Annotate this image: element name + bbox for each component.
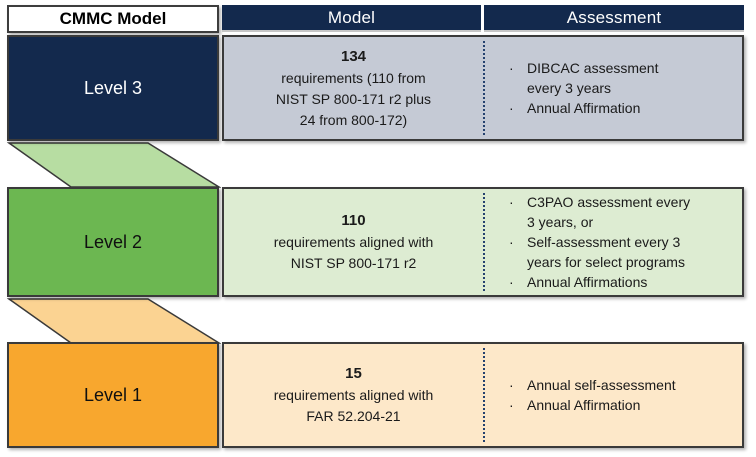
level3-requirements-desc: requirements (110 from NIST SP 800-171 r… xyxy=(275,69,432,128)
level2-label-box: Level 2 xyxy=(7,187,219,297)
level2-model-cell: 110 requirements aligned with NIST SP 80… xyxy=(224,189,483,295)
bullet-text: DIBCAC assessment every 3 years xyxy=(527,60,659,96)
level1-label-box: Level 1 xyxy=(7,342,219,448)
dotted-divider xyxy=(483,41,485,135)
level2-requirements-desc: requirements aligned with NIST SP 800-17… xyxy=(273,234,434,271)
list-item: · Annual Affirmation xyxy=(509,98,734,118)
level1-label: Level 1 xyxy=(83,384,143,405)
bullet-icon: · xyxy=(509,234,514,250)
bullet-text: Self-assessment every 3 years for select… xyxy=(527,234,685,270)
level1-assessment-cell: · Annual self-assessment · Annual Affirm… xyxy=(483,344,742,446)
level2-requirements-count: 110 xyxy=(341,212,366,229)
level3-assessment-cell: · DIBCAC assessment every 3 years · Annu… xyxy=(483,37,742,139)
cmmc-model-header-label: CMMC Model xyxy=(59,9,167,28)
level3-model-cell: 134 requirements (110 from NIST SP 800-1… xyxy=(224,37,483,139)
list-item: · Annual Affirmations xyxy=(509,272,734,292)
bullet-icon: · xyxy=(509,377,514,393)
level1-requirements-count: 15 xyxy=(345,365,362,382)
list-item: · Self-assessment every 3 years for sele… xyxy=(509,232,734,272)
model-column-header: Model xyxy=(222,5,481,30)
level1-row-box: 15 requirements aligned with FAR 52.204-… xyxy=(222,342,744,448)
bullet-text: Annual Affirmation xyxy=(527,397,641,413)
level3-label-box: Level 3 xyxy=(7,35,219,141)
level1-requirements-desc: requirements aligned with FAR 52.204-21 xyxy=(273,387,434,424)
orange-parallelogram xyxy=(7,298,221,344)
level2-row-box: 110 requirements aligned with NIST SP 80… xyxy=(222,187,744,297)
bullet-icon: · xyxy=(509,60,514,76)
assessment-column-header-label: Assessment xyxy=(566,7,662,27)
level2-label: Level 2 xyxy=(83,231,143,252)
level1-model-cell: 15 requirements aligned with FAR 52.204-… xyxy=(224,344,483,446)
cmmc-model-header-box: CMMC Model xyxy=(7,5,219,33)
list-item: · Annual self-assessment xyxy=(509,375,734,395)
level2-assessment-cell: · C3PAO assessment every 3 years, or · S… xyxy=(483,189,742,295)
assessment-column-header: Assessment xyxy=(484,5,744,30)
bullet-icon: · xyxy=(509,100,514,116)
level3-requirements-count: 134 xyxy=(340,47,367,65)
level2-to-level1-connector xyxy=(7,298,221,344)
list-item: · C3PAO assessment every 3 years, or xyxy=(509,192,734,232)
list-item: · DIBCAC assessment every 3 years xyxy=(509,58,734,98)
model-column-header-label: Model xyxy=(327,7,376,27)
level3-row-box: 134 requirements (110 from NIST SP 800-1… xyxy=(222,35,744,141)
bullet-icon: · xyxy=(509,397,514,413)
bullet-text: Annual Affirmation xyxy=(527,100,641,116)
green-parallelogram xyxy=(7,142,221,188)
level3-to-level2-connector xyxy=(7,142,221,188)
level3-label: Level 3 xyxy=(83,77,143,98)
bullet-text: C3PAO assessment every 3 years, or xyxy=(527,194,691,230)
bullet-text: Annual Affirmations xyxy=(527,274,648,290)
bullet-icon: · xyxy=(509,194,514,210)
bullet-text: Annual self-assessment xyxy=(527,377,676,393)
list-item: · Annual Affirmation xyxy=(509,395,734,415)
dotted-divider xyxy=(483,193,485,291)
dotted-divider xyxy=(483,348,485,442)
bullet-icon: · xyxy=(509,274,514,290)
